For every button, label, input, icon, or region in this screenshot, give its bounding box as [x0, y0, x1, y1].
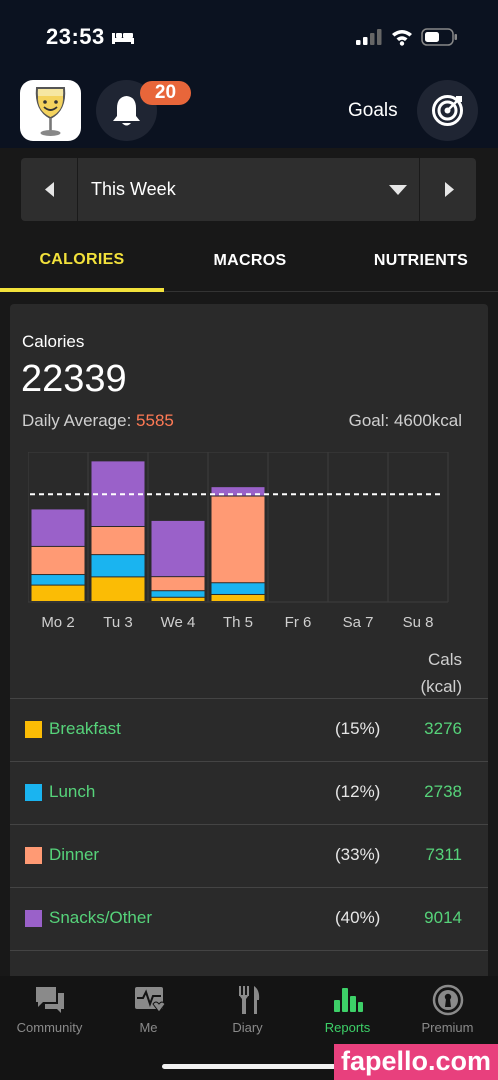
legend-label: Breakfast — [49, 719, 121, 738]
legend-divider — [10, 950, 488, 984]
dinner-swatch — [25, 847, 42, 864]
nav-label: Community — [16, 1020, 83, 1035]
tab-macros[interactable]: MACROS — [213, 252, 287, 269]
tab-calories[interactable]: CALORIES — [0, 238, 164, 292]
bar-segment[interactable] — [31, 585, 85, 601]
bar-segment[interactable] — [211, 594, 265, 601]
target-icon — [432, 95, 463, 126]
snacks-swatch — [25, 910, 42, 927]
x-tick-label: Fr 6 — [285, 614, 312, 631]
x-tick-label: Sa 7 — [343, 614, 374, 631]
legend-value: 9014 — [424, 908, 462, 927]
card-title: Calories — [22, 332, 85, 351]
goals-button[interactable] — [417, 80, 478, 141]
bar-segment[interactable] — [151, 597, 205, 601]
top-bar: 20 Goals — [0, 70, 498, 148]
report-tabs: CALORIES MACROS NUTRIENTS — [0, 238, 498, 292]
home-indicator — [162, 1064, 336, 1069]
legend-value: 2738 — [424, 782, 462, 801]
cals-header-line2: (kcal) — [420, 677, 462, 696]
nav-label: Me — [139, 1020, 158, 1035]
legend-value: 7311 — [425, 845, 462, 864]
cals-column-header: Cals (kcal) — [420, 646, 462, 700]
legend-value: 3276 — [424, 719, 462, 738]
chevron-down-icon[interactable] — [389, 185, 407, 195]
nav-reports[interactable]: Reports — [298, 976, 397, 1046]
daily-average-label: Daily Average: — [22, 411, 132, 430]
legend-row-breakfast[interactable]: Breakfast (15%) 3276 — [10, 698, 488, 761]
watermark: fapello.com — [334, 1044, 498, 1080]
cals-header-line1: Cals — [427, 650, 462, 669]
bar-segment[interactable] — [151, 520, 205, 577]
bar-segment[interactable] — [151, 591, 205, 597]
x-tick-label: Mo 2 — [41, 614, 74, 631]
legend-percent: (40%) — [335, 908, 381, 927]
nav-label: Reports — [324, 1020, 371, 1035]
previous-week-button[interactable] — [21, 158, 78, 221]
week-selector[interactable]: This Week — [21, 158, 476, 221]
legend-percent: (12%) — [335, 782, 381, 801]
legend-label: Snacks/Other — [49, 908, 152, 927]
status-time: 23:53 — [46, 24, 105, 49]
bar-segment[interactable] — [91, 461, 145, 526]
chevron-left-icon — [45, 182, 54, 197]
status-bar: 23:53 — [0, 0, 498, 70]
notification-count-badge[interactable]: 20 — [140, 81, 191, 105]
x-tick-label: Th 5 — [223, 614, 253, 631]
legend-row-snacks[interactable]: Snacks/Other (40%) 9014 — [10, 887, 488, 950]
fork-knife-icon — [239, 986, 260, 1014]
nav-community[interactable]: Community — [0, 976, 99, 1046]
bar-segment[interactable] — [211, 496, 265, 583]
premium-icon — [432, 984, 464, 1016]
daily-average: Daily Average: 5585 — [22, 411, 174, 431]
total-calories: 22339 — [21, 358, 127, 400]
signal-icon — [356, 29, 382, 45]
legend-label: Dinner — [49, 845, 100, 864]
bar-segment[interactable] — [211, 487, 265, 496]
chevron-right-icon — [445, 182, 454, 197]
bar-segment[interactable] — [211, 583, 265, 594]
wifi-icon — [392, 30, 412, 46]
calories-card: Calories 22339 Daily Average: 5585 Goal:… — [10, 304, 488, 984]
nav-premium[interactable]: Premium — [398, 976, 497, 1046]
bell-icon — [113, 96, 140, 126]
daily-average-value: 5585 — [136, 411, 174, 430]
x-tick-label: We 4 — [161, 614, 196, 631]
bar-segment[interactable] — [31, 546, 85, 575]
legend-row-dinner[interactable]: Dinner (33%) 7311 — [10, 824, 488, 887]
x-tick-label: Tu 3 — [103, 614, 132, 631]
app-logo[interactable] — [20, 80, 81, 141]
goal-text: Goal: 4600kcal — [348, 411, 462, 430]
nav-label: Diary — [232, 1020, 263, 1035]
bar-segment[interactable] — [91, 555, 145, 577]
bar-segment[interactable] — [91, 527, 145, 555]
next-week-button[interactable] — [419, 158, 476, 221]
goals-label[interactable]: Goals — [348, 100, 398, 121]
calories-chart: Mo 2 Tu 3 We 4 Th 5 Fr 6 Sa 7 Su 8 — [28, 452, 449, 631]
week-label[interactable]: This Week — [91, 179, 176, 199]
wine-glass-logo-icon — [35, 87, 66, 136]
chat-bubbles-icon — [36, 987, 64, 1013]
tab-nutrients[interactable]: NUTRIENTS — [373, 252, 469, 269]
bar-segment[interactable] — [91, 577, 145, 601]
lunch-swatch — [25, 784, 42, 801]
battery-icon — [421, 28, 457, 46]
legend-row-lunch[interactable]: Lunch (12%) 2738 — [10, 761, 488, 824]
bar-segment[interactable] — [151, 577, 205, 591]
legend-percent: (15%) — [335, 719, 381, 738]
bar-chart-icon — [334, 988, 363, 1012]
x-tick-label: Su 8 — [403, 614, 434, 631]
legend-label: Lunch — [49, 782, 96, 801]
heart-pulse-icon — [135, 987, 165, 1013]
bar-segment[interactable] — [31, 509, 85, 546]
nav-me[interactable]: Me — [99, 976, 198, 1046]
nav-diary[interactable]: Diary — [198, 976, 297, 1046]
nav-label: Premium — [421, 1020, 474, 1035]
legend-percent: (33%) — [335, 845, 381, 864]
breakfast-swatch — [25, 721, 42, 738]
bar-segment[interactable] — [31, 575, 85, 585]
bed-icon — [112, 33, 134, 44]
